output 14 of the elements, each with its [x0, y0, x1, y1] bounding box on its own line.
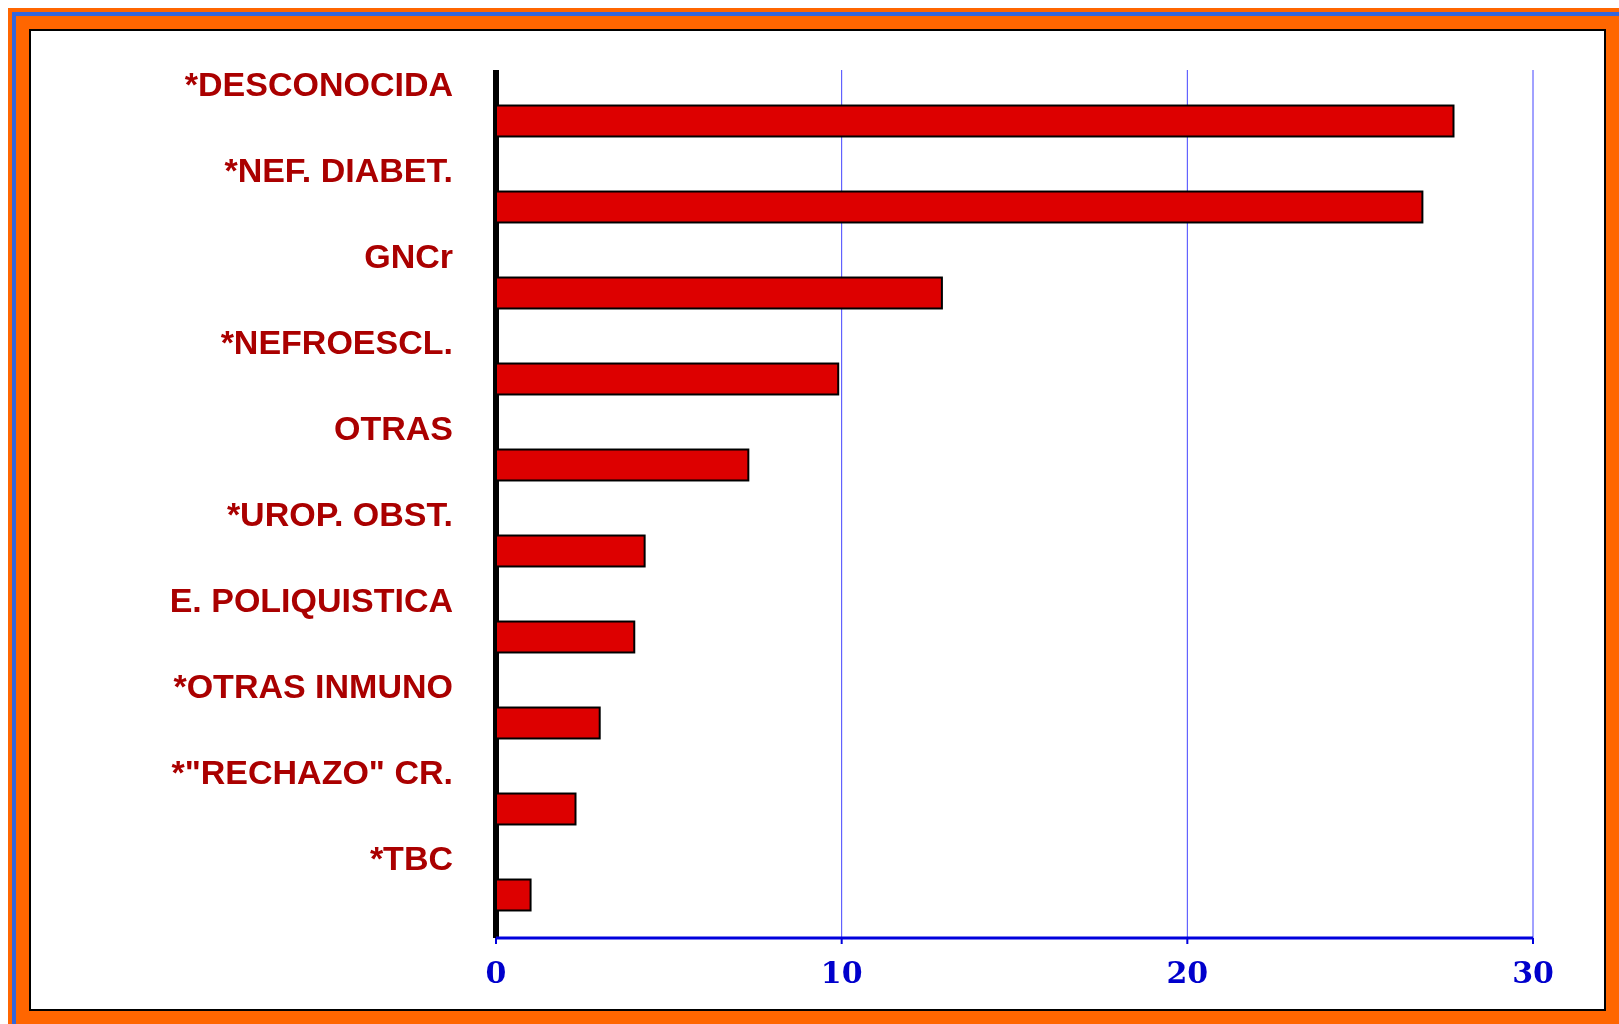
y-tick-label: OTRAS [334, 408, 453, 447]
y-tick-label: GNCr [364, 236, 453, 275]
x-tick-label: 10 [820, 955, 863, 990]
x-tick-label: 30 [1512, 955, 1554, 990]
y-tick-label: *OTRAS INMUNO [173, 666, 453, 705]
y-tick-label: *TBC [369, 838, 453, 877]
y-tick-label: *UROP. OBST. [226, 494, 453, 533]
y-tick-label: *DESCONOCIDA [184, 64, 453, 103]
y-tick-label: *NEFROESCL. [220, 322, 453, 361]
x-tick-label: 0 [485, 955, 507, 990]
y-tick-label: *NEF. DIABET. [224, 150, 453, 189]
y-tick-label: E. POLIQUISTICA [169, 580, 453, 619]
y-tick-label: *"RECHAZO" CR. [171, 752, 453, 791]
x-tick-label: 20 [1166, 955, 1209, 990]
